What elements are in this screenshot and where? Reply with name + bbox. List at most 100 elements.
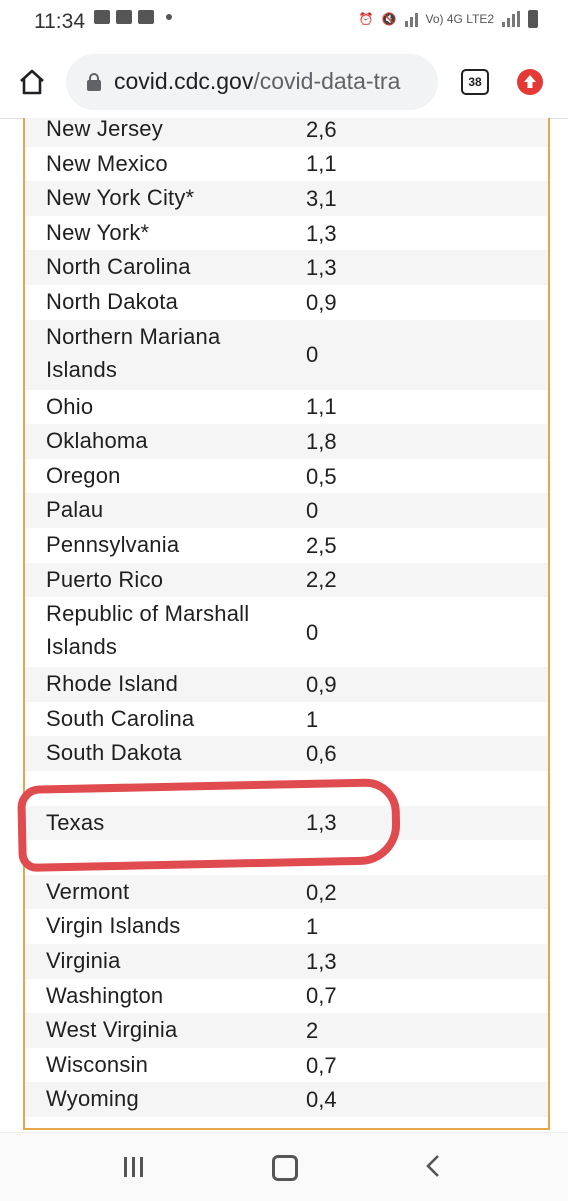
- table-row: Virginia 1,3: [25, 944, 548, 979]
- table-row: South Dakota 0,6: [25, 736, 548, 771]
- state-name-line: Islands: [46, 356, 118, 382]
- state-name: South Dakota: [46, 736, 182, 769]
- state-name-line: Rhode Island: [46, 671, 179, 697]
- system-icons: ⏰ 🔇 Vo) 4G LTE2: [359, 10, 538, 28]
- state-name: Vermont: [46, 875, 129, 908]
- state-name: New York City*: [46, 181, 194, 214]
- table-row: Ohio 1,1: [25, 390, 548, 425]
- state-name: Rhode Island: [46, 667, 178, 700]
- table-row: Northern Mariana Islands 0: [25, 319, 548, 390]
- table-row: New York* 1,3: [25, 216, 548, 251]
- state-name-line: New Jersey: [46, 118, 163, 141]
- state-value: 0,2: [306, 879, 337, 905]
- table-row: New Mexico 1,1: [25, 147, 548, 182]
- state-name: Wyoming: [46, 1082, 139, 1115]
- update-icon[interactable]: [517, 69, 543, 95]
- state-value: 1: [306, 914, 319, 940]
- notification-icons: [94, 10, 172, 24]
- url-text: covid.cdc.gov/covid-data-tra: [114, 68, 400, 95]
- lock-icon: [86, 73, 102, 96]
- state-name-line: Vermont: [46, 878, 130, 904]
- state-name-line: West Virginia: [46, 1017, 178, 1043]
- state-name-line: Puerto Rico: [46, 566, 164, 592]
- state-name-line: North Carolina: [46, 254, 191, 280]
- state-value: 0,9: [306, 671, 337, 697]
- state-name-line: Northern Mariana: [46, 323, 221, 349]
- state-name-line: New York*: [46, 219, 150, 245]
- state-value: 0,7: [306, 983, 337, 1009]
- table-row: South Carolina 1: [25, 702, 548, 737]
- state-name-line: Wisconsin: [46, 1051, 149, 1077]
- state-name-line: Islands: [46, 634, 118, 660]
- state-name-line: Wyoming: [46, 1086, 139, 1112]
- state-name-line: Oregon: [46, 462, 121, 488]
- state-value: 0: [306, 619, 319, 645]
- state-value: 2,2: [306, 567, 337, 593]
- table-row: Wisconsin 0,7: [25, 1048, 548, 1083]
- state-name-line: Virgin Islands: [46, 913, 181, 939]
- table-row: Wyoming 0,4: [25, 1082, 548, 1117]
- state-name-line: New Mexico: [46, 150, 168, 176]
- table-row: North Dakota 0,9: [25, 285, 548, 320]
- table-row: New York City* 3,1: [25, 181, 548, 216]
- state-name-line: Palau: [46, 497, 104, 523]
- state-name-line: Ohio: [46, 393, 94, 419]
- state-name: Virgin Islands: [46, 909, 180, 942]
- state-name-line: New York City*: [46, 185, 195, 211]
- state-name: North Carolina: [46, 250, 191, 283]
- battery-icon: [528, 10, 538, 28]
- state-name-line: South Carolina: [46, 705, 195, 731]
- state-value: 0,7: [306, 1052, 337, 1078]
- table-row: Texas 1,3: [25, 805, 548, 841]
- state-name: Republic of Marshall Islands: [46, 597, 249, 663]
- browser-toolbar: covid.cdc.gov/covid-data-tra 38: [0, 46, 568, 119]
- state-name: Virginia: [46, 944, 121, 977]
- state-name: South Carolina: [46, 702, 194, 735]
- state-value: 1,3: [306, 220, 337, 246]
- back-icon[interactable]: [424, 1153, 442, 1184]
- table-row: Pennsylvania 2,5: [25, 528, 548, 563]
- gallery-icon: [94, 10, 110, 24]
- more-notifications-icon: [166, 14, 172, 20]
- state-value: 1,1: [306, 394, 337, 420]
- status-time: 11:34: [34, 10, 85, 33]
- state-name: Washington: [46, 979, 163, 1012]
- state-name-line: North Dakota: [46, 289, 179, 314]
- state-data-table: New Jersey 2,6 New Mexico 1,1 New York City*…: [23, 118, 550, 1130]
- state-value: 0: [306, 342, 319, 368]
- tabs-icon[interactable]: 38: [461, 69, 489, 95]
- state-name-line: Washington: [46, 982, 164, 1008]
- table-row: Rhode Island 0,9: [25, 667, 548, 702]
- state-name: Pennsylvania: [46, 528, 179, 561]
- state-name: New Mexico: [46, 147, 168, 180]
- state-value: 1,3: [306, 255, 337, 281]
- state-value: 1,8: [306, 428, 337, 454]
- state-value: 0,6: [306, 741, 337, 767]
- table-row: Republic of Marshall Islands 0: [25, 597, 548, 667]
- recent-apps-icon[interactable]: [124, 1157, 143, 1177]
- wifi-signal-icon: [404, 11, 418, 27]
- navigation-bar: [0, 1132, 568, 1201]
- table-row: New Jersey 2,6: [25, 118, 548, 147]
- state-value: 1,3: [306, 810, 337, 836]
- state-name: Northern Mariana Islands: [46, 320, 220, 386]
- state-name-line: Republic of Marshall: [46, 601, 250, 627]
- youtube-icon: [116, 10, 132, 24]
- state-value: 1,1: [306, 151, 337, 177]
- state-name: Palau: [46, 493, 103, 526]
- app-icon: [138, 10, 154, 24]
- state-name: Texas: [46, 806, 104, 839]
- state-name-line: South Dakota: [46, 740, 182, 766]
- home-nav-icon[interactable]: [272, 1155, 298, 1181]
- state-name: Wisconsin: [46, 1048, 148, 1081]
- home-icon[interactable]: [18, 68, 46, 101]
- state-name-line: Texas: [46, 809, 105, 835]
- url-bar[interactable]: covid.cdc.gov/covid-data-tra: [66, 54, 438, 110]
- table-row: North Carolina 1,3: [25, 250, 548, 285]
- cell-signal-icon: [502, 11, 520, 27]
- state-name: New Jersey: [46, 118, 163, 145]
- table-row: Puerto Rico 2,2: [25, 562, 548, 598]
- state-name-line: Virginia: [46, 948, 121, 973]
- table-row: Palau 0: [25, 493, 548, 528]
- table-row: Oklahoma 1,8: [25, 424, 548, 459]
